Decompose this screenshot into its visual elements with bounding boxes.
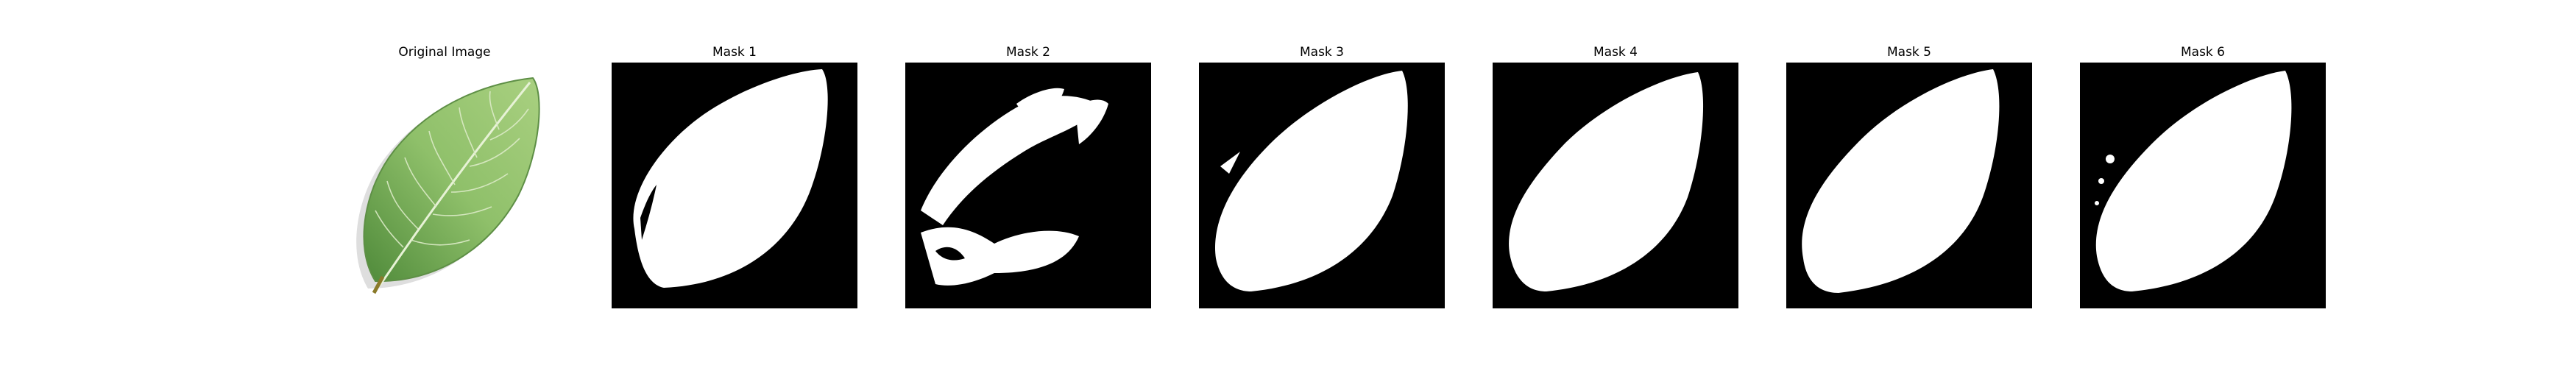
mask-title-4: Mask 4 (1493, 43, 1738, 62)
mask-title-2: Mask 2 (906, 43, 1150, 62)
mask-panel-2: Mask 2 (906, 43, 1150, 308)
mask-panel-6: Mask 6 (2081, 43, 2325, 308)
original-leaf-image (322, 63, 567, 308)
original-image-title: Original Image (322, 43, 567, 62)
mask-panel-5: Mask 5 (1787, 43, 2031, 308)
mask-image-2 (906, 63, 1150, 308)
mask-title-5: Mask 5 (1787, 43, 2031, 62)
mask-image-4 (1493, 63, 1738, 308)
mask-panel-4: Mask 4 (1493, 43, 1738, 308)
mask-image-6 (2081, 63, 2325, 308)
mask-panel-1: Mask 1 (612, 43, 857, 308)
mask-title-3: Mask 3 (1200, 43, 1444, 62)
mask-image-5 (1787, 63, 2031, 308)
mask-title-1: Mask 1 (612, 43, 857, 62)
mask-image-1 (612, 63, 857, 308)
mask-panel-3: Mask 3 (1200, 43, 1444, 308)
mask-title-6: Mask 6 (2081, 43, 2325, 62)
original-image-panel: Original Image (322, 43, 567, 308)
mask-image-3 (1200, 63, 1444, 308)
